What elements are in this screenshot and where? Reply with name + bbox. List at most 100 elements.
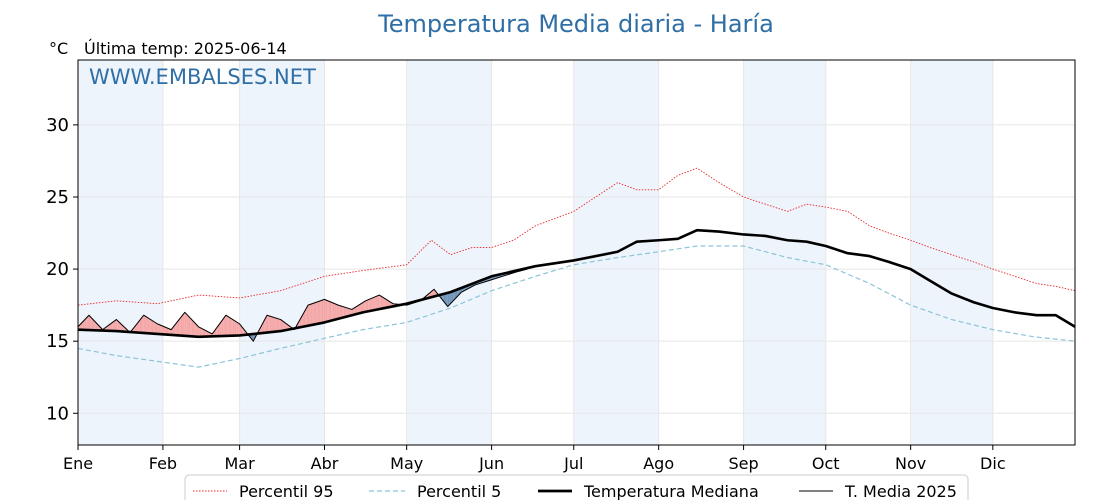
- y-unit-label: °C: [49, 39, 68, 58]
- fill-above-median: [303, 310, 306, 327]
- fill-above-median: [271, 316, 273, 333]
- fill-above-median: [314, 302, 317, 325]
- fill-above-median: [175, 322, 177, 336]
- fill-above-median: [361, 302, 363, 313]
- month-band: [406, 60, 492, 445]
- fill-above-median: [206, 331, 209, 337]
- fill-above-median: [343, 306, 346, 318]
- y-axis-ticks: 10 15 20 25 30: [46, 115, 78, 424]
- fill-above-median: [325, 299, 328, 323]
- fill-above-median: [157, 323, 159, 335]
- fill-above-median: [119, 322, 121, 332]
- fill-above-median: [269, 316, 272, 333]
- fill-above-median: [177, 319, 180, 336]
- fill-below-median: [447, 292, 450, 307]
- fill-above-median: [227, 316, 229, 336]
- legend-label-p95: Percentil 95: [239, 482, 334, 500]
- fill-above-median: [306, 305, 309, 326]
- fill-above-median: [180, 315, 183, 336]
- fill-above-median: [183, 312, 185, 336]
- fill-above-median: [195, 323, 198, 337]
- fill-above-median: [186, 313, 188, 337]
- fill-above-median: [372, 297, 374, 311]
- fill-above-median: [230, 317, 232, 336]
- fill-above-median: [240, 325, 243, 336]
- fill-above-median: [86, 316, 88, 330]
- fill-above-median: [197, 325, 199, 337]
- fill-above-median: [95, 322, 98, 331]
- fill-above-median: [120, 323, 122, 332]
- fill-above-median: [309, 304, 311, 326]
- fill-above-median: [188, 316, 191, 337]
- fill-above-median: [277, 318, 280, 332]
- series-line: [77, 245, 1076, 368]
- y-tick-label: 20: [46, 259, 69, 280]
- fill-above-median: [273, 317, 276, 332]
- fill-above-median: [347, 308, 350, 317]
- fill-above-median: [88, 315, 91, 331]
- fill-above-median: [312, 303, 314, 325]
- fill-above-median: [232, 319, 235, 336]
- x-tick-label: Ago: [643, 454, 674, 473]
- series-lines: [77, 167, 1076, 368]
- fill-above-median: [384, 298, 387, 309]
- fill-above-median: [219, 322, 221, 337]
- fill-below-median: [445, 293, 447, 305]
- x-axis-ticks: Ene Feb Mar Abr May Jun Jul Ago Sep Oct Nov Dic: [63, 445, 1006, 473]
- fill-above-median: [234, 320, 236, 336]
- fill-above-median: [161, 325, 163, 335]
- fill-above-median: [328, 301, 330, 322]
- fill-above-median: [168, 328, 170, 335]
- fill-above-median: [216, 326, 218, 337]
- fill-above-median: [338, 305, 340, 319]
- fill-above-median: [142, 315, 144, 334]
- fill-above-median: [317, 301, 320, 324]
- fill-above-median: [167, 327, 169, 335]
- plot-frame: [77, 59, 1076, 446]
- fill-above-median: [87, 315, 89, 331]
- fill-above-median: [356, 306, 358, 315]
- fill-above-median: [368, 299, 370, 312]
- fill-above-median: [357, 305, 359, 314]
- fill-below-median: [451, 291, 454, 303]
- watermark: WWW.EMBALSES.NET: [89, 65, 316, 89]
- fill-above-median: [262, 320, 265, 333]
- fill-above-median: [179, 317, 181, 336]
- fill-above-median: [228, 316, 231, 336]
- fill-above-median: [362, 301, 365, 313]
- fill-above-median: [217, 324, 220, 337]
- fill-below-median: [450, 291, 452, 304]
- fill-above-median: [431, 290, 433, 298]
- fill-above-median: [282, 320, 284, 331]
- x-tick-label: Sep: [729, 454, 759, 473]
- fill-above-median: [203, 329, 206, 337]
- fill-above-median: [153, 321, 155, 334]
- fill-above-median: [371, 297, 373, 311]
- x-tick-label: May: [390, 454, 423, 473]
- month-band: [239, 60, 325, 445]
- fill-above-median: [331, 302, 333, 321]
- fill-above-median: [108, 324, 110, 331]
- fill-above-median: [268, 315, 270, 333]
- fill-above-median: [316, 301, 318, 325]
- fill-above-median: [224, 315, 226, 336]
- fill-above-median: [149, 318, 151, 334]
- fill-above-median: [365, 300, 367, 312]
- fill-above-median: [364, 300, 366, 313]
- fill-above-median: [272, 316, 274, 332]
- fill-above-median: [302, 312, 304, 327]
- fill-above-median: [160, 325, 162, 335]
- fill-above-median: [151, 320, 154, 334]
- fill-above-median: [340, 306, 343, 319]
- fill-above-median: [91, 318, 94, 331]
- last-temp-label: Última temp: 2025-06-14: [84, 39, 287, 58]
- fill-above-median: [184, 312, 187, 336]
- x-tick-label: Abr: [311, 454, 339, 473]
- fill-above-median: [139, 318, 141, 333]
- fill-above-median: [280, 319, 283, 332]
- fill-above-median: [84, 318, 87, 330]
- fill-above-median: [198, 326, 200, 337]
- fill-above-median: [187, 315, 189, 337]
- fill-above-median: [353, 307, 355, 315]
- fill-above-median: [276, 318, 278, 332]
